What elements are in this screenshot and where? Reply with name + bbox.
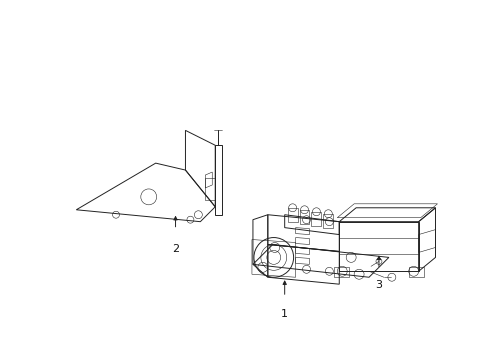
Text: 2: 2 (172, 243, 179, 253)
Text: 3: 3 (375, 280, 382, 290)
Text: 1: 1 (281, 309, 287, 319)
